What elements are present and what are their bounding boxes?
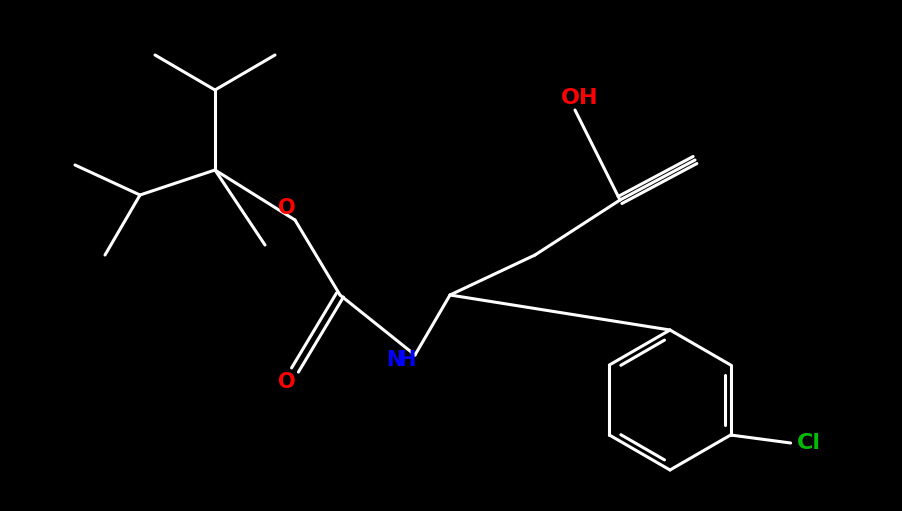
Text: O: O [278,198,296,218]
Text: O: O [278,372,296,392]
Text: H: H [399,350,416,370]
Text: N: N [386,350,404,370]
Text: Cl: Cl [796,433,821,453]
Text: OH: OH [561,88,599,108]
